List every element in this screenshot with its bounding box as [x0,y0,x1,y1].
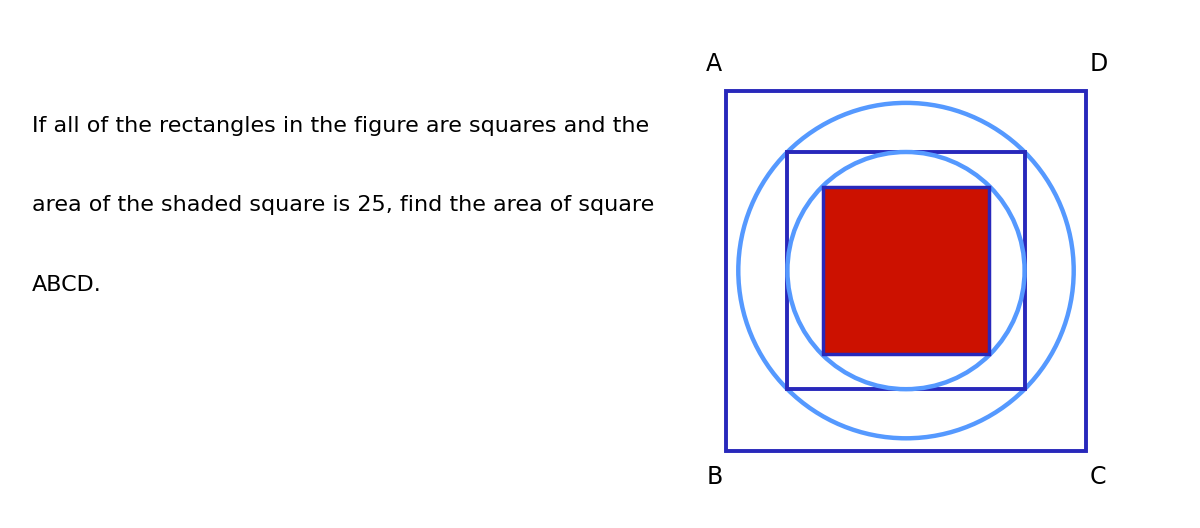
Text: D: D [1090,52,1108,77]
Text: A: A [707,52,722,77]
Text: area of the shaded square is 25, find the area of square: area of the shaded square is 25, find th… [32,195,654,215]
Bar [726,90,1086,451]
Text: ABCD.: ABCD. [32,275,102,295]
Text: B: B [706,465,722,489]
Text: If all of the rectangles in the figure are squares and the: If all of the rectangles in the figure a… [32,116,649,136]
Bar [787,152,1025,389]
Bar [822,187,990,354]
Text: C: C [1090,465,1106,489]
